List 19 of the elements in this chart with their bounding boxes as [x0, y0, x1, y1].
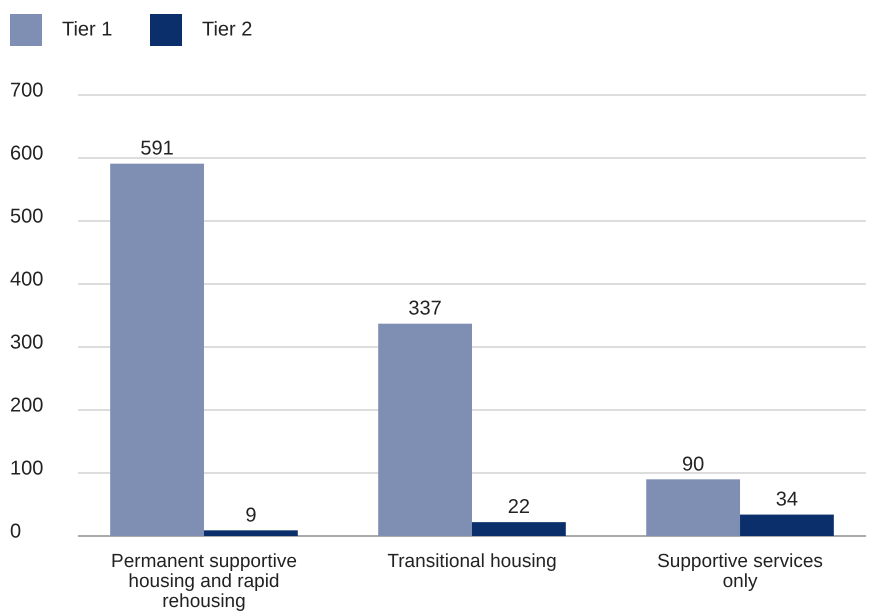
- data-label: 22: [508, 496, 530, 518]
- data-label: 90: [682, 453, 704, 476]
- data-label: 591: [140, 138, 174, 160]
- y-tick-label: 0: [10, 520, 22, 542]
- y-tick-label: 700: [10, 79, 44, 102]
- x-tick-label: Permanent supportive housing and rapid rehousing: [111, 551, 297, 612]
- data-label: 337: [408, 298, 442, 320]
- legend-label: Tier 1: [62, 18, 112, 40]
- y-tick-label: 300: [10, 331, 44, 354]
- y-tick-label: 200: [10, 394, 44, 416]
- y-tick-label: 600: [10, 142, 44, 164]
- x-tick-label: Supportive services only: [657, 551, 823, 592]
- y-tick-label: 100: [10, 457, 44, 480]
- data-label: 9: [245, 504, 256, 526]
- legend-label: Tier 2: [202, 18, 252, 40]
- x-tick-label: Transitional housing: [387, 551, 557, 572]
- y-tick-label: 500: [10, 205, 44, 228]
- y-tick-label: 400: [10, 268, 44, 290]
- data-label: 34: [776, 488, 798, 511]
